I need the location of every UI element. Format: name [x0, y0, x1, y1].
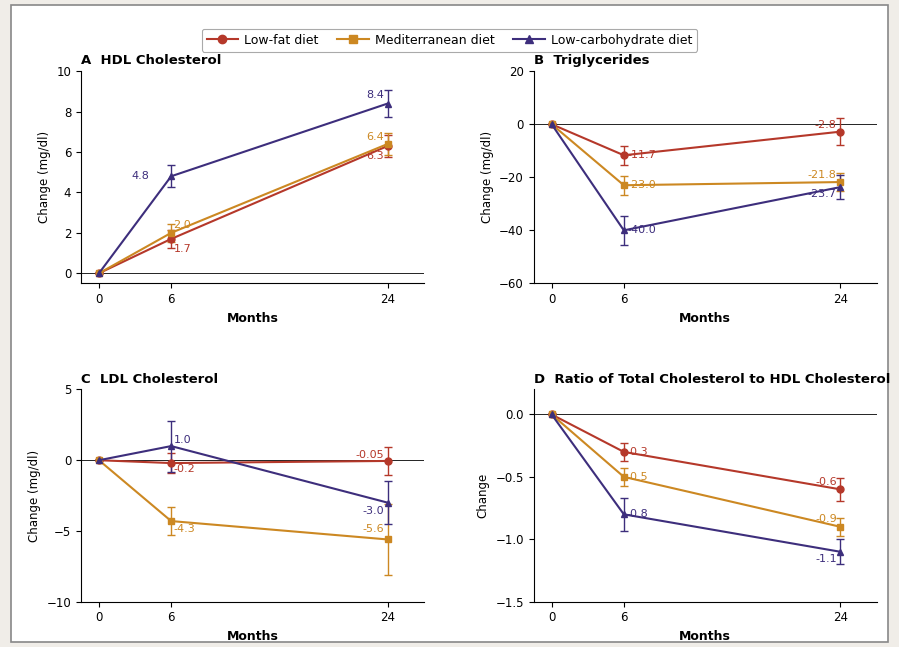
Text: -0.8: -0.8 — [627, 509, 648, 520]
Text: -0.9: -0.9 — [815, 514, 837, 524]
Text: 2.0: 2.0 — [174, 220, 191, 230]
Text: -1.1: -1.1 — [815, 554, 837, 564]
Text: -23.7: -23.7 — [808, 189, 837, 199]
Text: 8.4: 8.4 — [366, 91, 384, 100]
Text: A  HDL Cholesterol: A HDL Cholesterol — [81, 54, 221, 67]
Text: B  Triglycerides: B Triglycerides — [534, 54, 649, 67]
Legend: Low-fat diet, Mediterranean diet, Low-carbohydrate diet: Low-fat diet, Mediterranean diet, Low-ca… — [201, 29, 698, 52]
X-axis label: Months: Months — [679, 312, 731, 325]
Text: D  Ratio of Total Cholesterol to HDL Cholesterol: D Ratio of Total Cholesterol to HDL Chol… — [534, 373, 890, 386]
Text: -4.3: -4.3 — [174, 524, 195, 534]
Text: -21.8: -21.8 — [808, 170, 837, 180]
Y-axis label: Change: Change — [476, 473, 490, 518]
Text: 6.3: 6.3 — [367, 151, 384, 161]
Y-axis label: Change (mg/dl): Change (mg/dl) — [481, 131, 494, 223]
Text: -0.6: -0.6 — [815, 477, 837, 487]
Text: 1.7: 1.7 — [174, 244, 191, 254]
Text: -3.0: -3.0 — [362, 505, 384, 516]
Text: -0.05: -0.05 — [355, 450, 384, 459]
X-axis label: Months: Months — [679, 630, 731, 643]
Text: -0.2: -0.2 — [174, 465, 195, 474]
X-axis label: Months: Months — [227, 630, 279, 643]
Text: -5.6: -5.6 — [362, 524, 384, 534]
Text: C  LDL Cholesterol: C LDL Cholesterol — [81, 373, 218, 386]
Y-axis label: Change (mg/dl): Change (mg/dl) — [28, 450, 40, 542]
Text: -2.8: -2.8 — [814, 120, 837, 130]
Text: -40.0: -40.0 — [628, 225, 656, 236]
Text: -23.0: -23.0 — [628, 181, 656, 190]
X-axis label: Months: Months — [227, 312, 279, 325]
Text: 4.8: 4.8 — [131, 171, 149, 181]
Text: -0.5: -0.5 — [627, 472, 648, 482]
Text: 1.0: 1.0 — [174, 435, 191, 444]
Text: -0.3: -0.3 — [627, 447, 648, 457]
Y-axis label: Change (mg/dl): Change (mg/dl) — [38, 131, 50, 223]
Text: 6.4: 6.4 — [367, 131, 384, 142]
Text: -11.7: -11.7 — [628, 150, 656, 160]
